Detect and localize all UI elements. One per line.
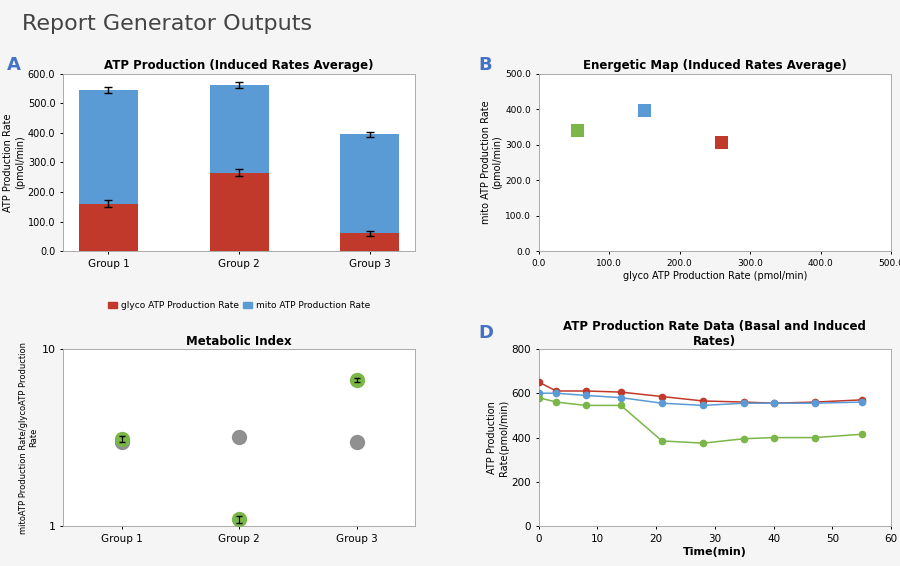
Y-axis label: mitoATP Production Rate/glycoATP Production
Rate: mitoATP Production Rate/glycoATP Product… [19,342,39,534]
Basal [349,437,364,446]
Title: ATP Production (Induced Rates Average): ATP Production (Induced Rates Average) [104,59,374,72]
Title: Metabolic Index: Metabolic Index [186,335,292,348]
Y-axis label: ATP Production
Rate(pmol/min): ATP Production Rate(pmol/min) [487,400,508,475]
X-axis label: Time(min): Time(min) [683,547,747,557]
Point [637,106,652,115]
Title: Energetic Map (Induced Rates Average): Energetic Map (Induced Rates Average) [583,59,847,72]
Text: Report Generator Outputs: Report Generator Outputs [22,14,312,34]
Point [571,126,585,135]
Text: D: D [479,324,494,342]
Text: B: B [479,56,492,74]
Legend: glyco ATP Production Rate, mito ATP Production Rate: glyco ATP Production Rate, mito ATP Prod… [104,298,374,314]
Text: A: A [6,56,21,74]
Induced(Average Rates) [114,435,129,444]
Bar [210,173,268,251]
X-axis label: glyco ATP Production Rate (pmol/min): glyco ATP Production Rate (pmol/min) [623,271,807,281]
Basal [232,432,247,441]
Y-axis label: mito ATP Production Rate
(pmol/min): mito ATP Production Rate (pmol/min) [481,101,502,224]
Bar [340,233,400,251]
Bar [340,134,400,233]
Point [715,138,729,147]
Y-axis label: ATP Production Rate
(pmol/min): ATP Production Rate (pmol/min) [4,113,25,212]
Title: ATP Production Rate Data (Basal and Induced
Rates): ATP Production Rate Data (Basal and Indu… [563,320,867,348]
Bar [79,90,138,204]
Induced(Average Rates) [232,514,247,524]
Induced(Average Rates) [349,375,364,384]
Bar [79,204,138,251]
Bar [210,85,268,173]
Basal [114,437,129,446]
